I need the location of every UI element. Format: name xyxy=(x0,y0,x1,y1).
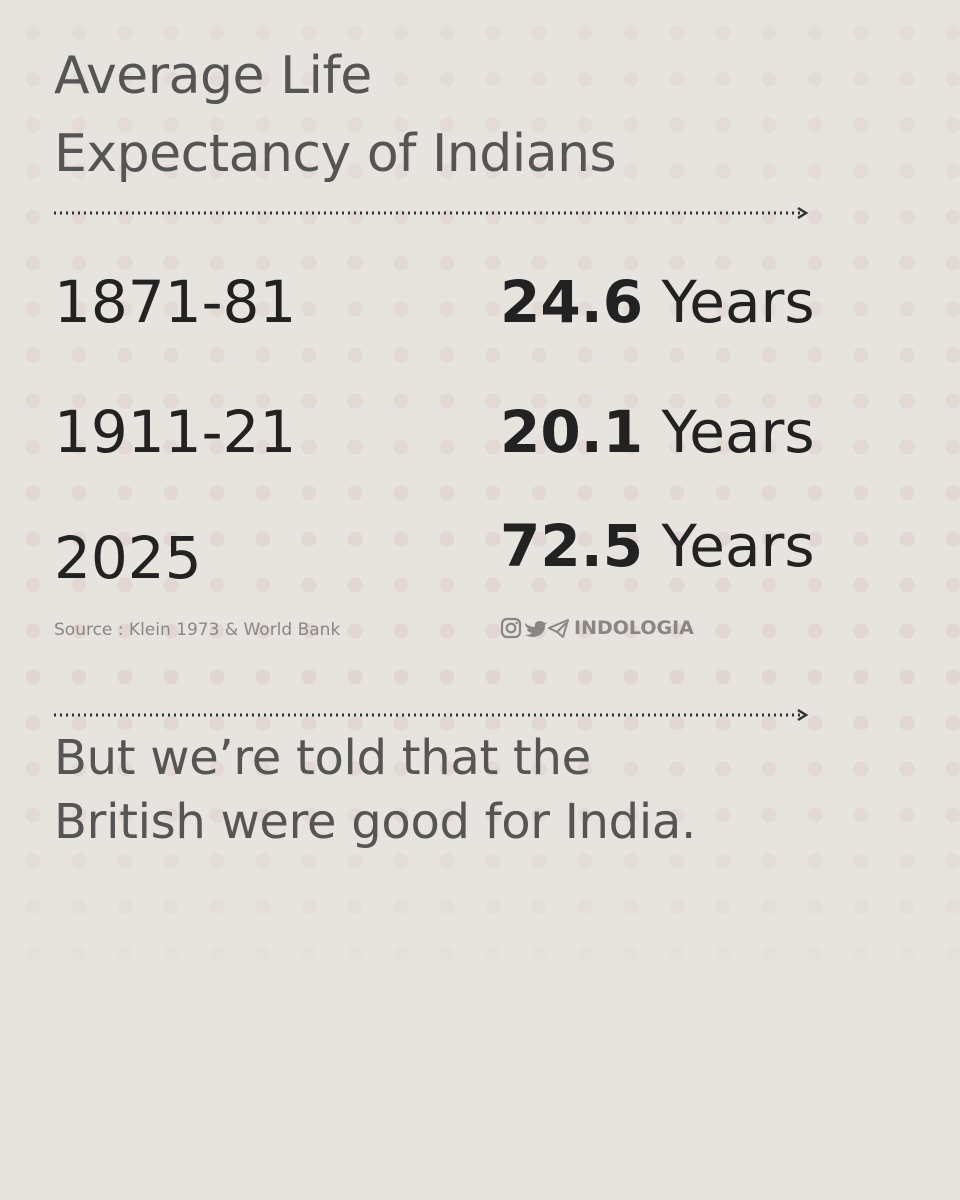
period: 1871-81 xyxy=(54,268,297,336)
value-cell: 20.1 Years xyxy=(500,398,815,466)
value: 24.6 xyxy=(500,268,644,336)
dotted-divider xyxy=(54,206,809,220)
period: 1911-21 xyxy=(54,398,297,466)
title-line: Expectancy of Indians xyxy=(54,124,617,184)
period: 2025 xyxy=(54,524,202,592)
unit: Years xyxy=(661,512,815,580)
source: Source : Klein 1973 & World Bank xyxy=(54,620,341,640)
value: 20.1 xyxy=(500,398,644,466)
footer-line: But we’re told that the xyxy=(54,730,591,786)
footer-line: British were good for India. xyxy=(54,794,696,850)
value-cell: 24.6 Years xyxy=(500,268,815,336)
unit: Years xyxy=(661,268,815,336)
value-cell: 72.5 Years xyxy=(500,512,815,580)
dot-pattern xyxy=(0,0,960,1010)
dotted-divider xyxy=(54,708,809,722)
title-line: Average Life xyxy=(54,46,372,106)
unit: Years xyxy=(661,398,815,466)
brand-name: INDOLOGIA xyxy=(574,617,694,639)
social-icons xyxy=(500,617,569,639)
value: 72.5 xyxy=(500,512,644,580)
brand: INDOLOGIA xyxy=(500,616,694,640)
